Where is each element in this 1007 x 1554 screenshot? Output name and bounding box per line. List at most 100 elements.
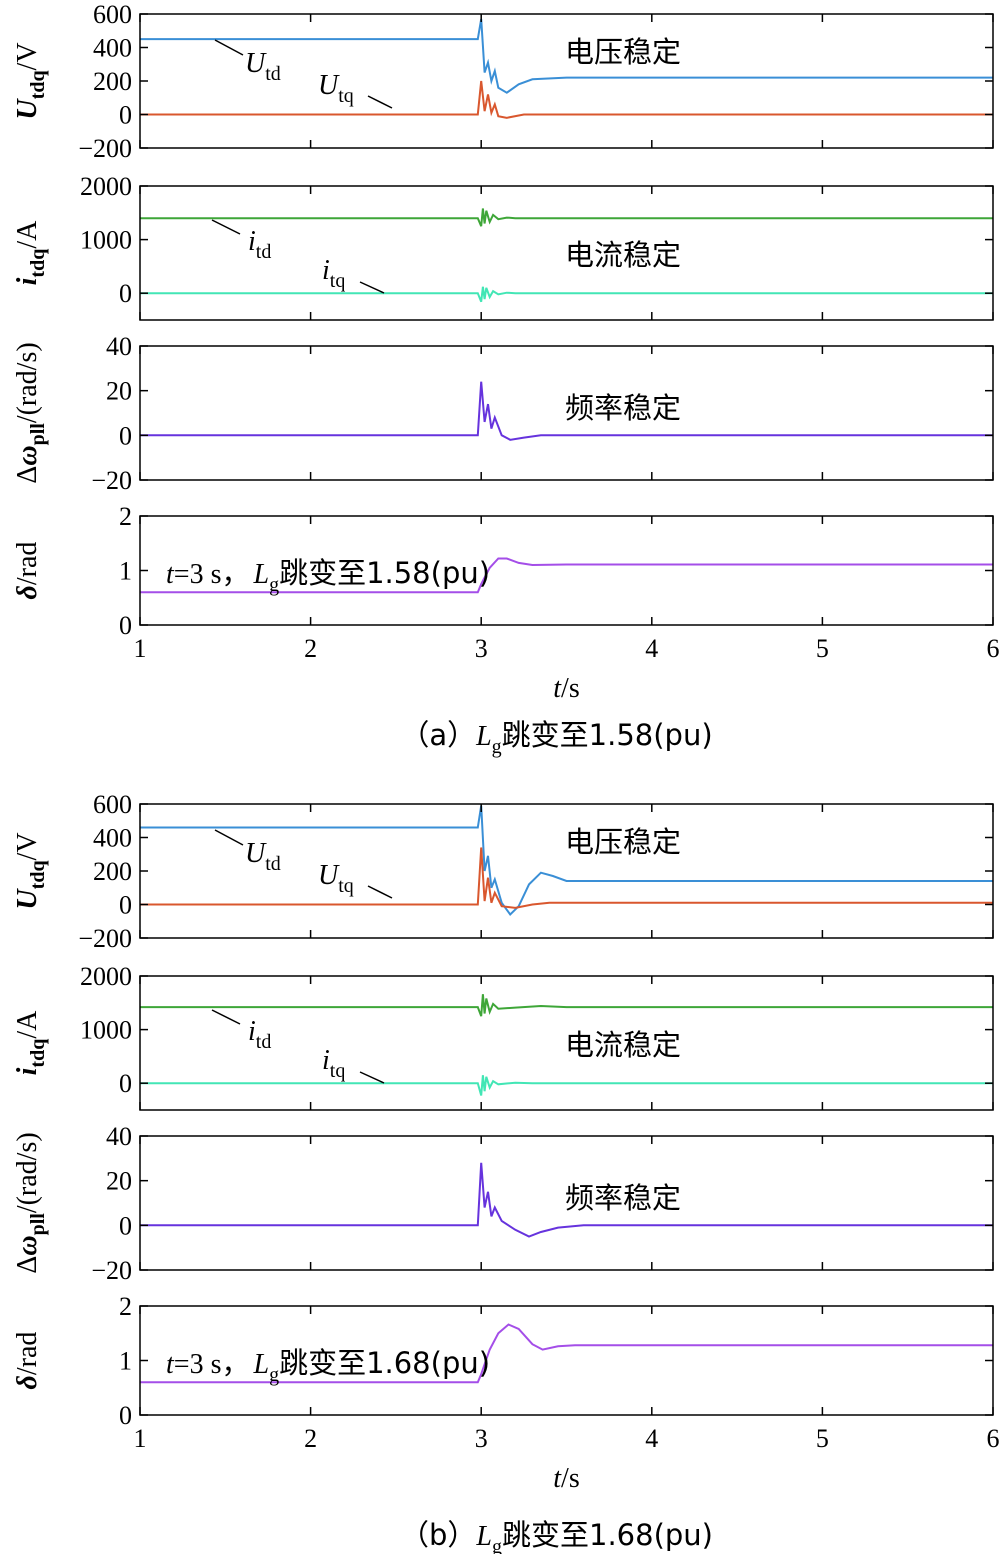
caption-L-sub: g: [492, 736, 502, 758]
y-tick-label: 2: [119, 502, 132, 531]
annotation-t: t: [166, 1349, 175, 1380]
caption-prefix: （b）: [400, 1518, 476, 1552]
event-annotation: t=3 s， Lg跳变至1.68(pu): [166, 1346, 490, 1386]
y-label-subscript: tdq: [27, 249, 49, 278]
series-label-variable: i: [322, 255, 330, 286]
series-label-leader: [367, 95, 393, 109]
y-label-unit: /V: [12, 832, 43, 860]
axes-frame: [139, 345, 994, 481]
y-label-unit: /V: [12, 42, 43, 70]
y-tick-label: 600: [93, 0, 132, 29]
y-tick-label: 20: [106, 377, 132, 406]
subplot-angle: 2 1 0 δ/rad t=3 s， Lg跳变至1.58(pu): [12, 502, 994, 640]
series-label-i_tq: itq: [322, 1045, 345, 1082]
y-tick-label: 1000: [80, 226, 132, 255]
y-tick-label: 200: [93, 67, 132, 96]
y-tick-label: −20: [91, 1256, 132, 1285]
series-i_tq: [140, 286, 993, 303]
y-label-unit: /rad: [12, 1332, 43, 1376]
series-dw_pll: [140, 381, 993, 441]
y-label-variable: U: [12, 888, 43, 910]
y-tick-label: 0: [119, 101, 132, 130]
y-label-subscript: tdq: [27, 70, 49, 99]
axes-frame: [139, 975, 994, 1111]
x-axis-label: t/s: [553, 673, 579, 704]
series-label-U_tq: Utq: [318, 70, 354, 107]
axes-frame: [139, 185, 994, 321]
event-annotation: t=3 s， Lg跳变至1.58(pu): [166, 556, 490, 596]
y-tick-label: 0: [119, 421, 132, 450]
series-label-i_td: itd: [248, 226, 271, 263]
series-label-variable: i: [322, 1045, 330, 1076]
y-tick-label: 200: [93, 857, 132, 886]
status-annotation: 电压稳定: [565, 35, 681, 69]
y-tick-label: 600: [93, 790, 132, 819]
caption-L-sub: g: [492, 1536, 502, 1554]
x-tick-label: 4: [645, 1424, 658, 1453]
series-label-U_td: Utd: [245, 838, 281, 875]
y-tick-label: −20: [91, 466, 132, 495]
y-label-unit: /A: [12, 220, 43, 249]
x-tick-label: 1: [134, 1424, 147, 1453]
series-label-subscript: td: [265, 853, 281, 875]
annotation-rest: 跳变至1.58(pu): [279, 556, 490, 590]
x-label-variable: t: [553, 1463, 562, 1494]
series-label-variable: U: [245, 838, 267, 869]
series-label-leader: [359, 1071, 385, 1084]
x-axis-label: t/s: [553, 1463, 579, 1494]
y-axis-label: itdq/A: [12, 1010, 49, 1075]
y-label-unit: /(rad/s): [12, 1132, 43, 1213]
series-label-leader: [214, 829, 244, 846]
y-label-delta: Δ: [12, 1256, 43, 1274]
y-tick-label: 0: [119, 1401, 132, 1430]
y-tick-label: 40: [106, 332, 132, 361]
y-label-delta: Δ: [12, 466, 43, 484]
series-label-subscript: td: [256, 1031, 272, 1053]
subplot-angle: 2 1 0 δ/rad t=3 s， Lg跳变至1.68(pu): [12, 1292, 994, 1430]
status-annotation: 电流稳定: [565, 238, 681, 272]
y-tick-label: 2: [119, 1292, 132, 1321]
y-tick-label: 0: [119, 611, 132, 640]
y-label-variable: ω: [12, 1235, 43, 1255]
series-i_td: [140, 208, 993, 227]
series-delta: [140, 557, 993, 594]
series-label-variable: U: [245, 48, 267, 79]
x-tick-label: 3: [475, 1424, 488, 1453]
x-tick-label: 3: [475, 634, 488, 663]
x-tick-label: 4: [645, 634, 658, 663]
series-label-leader: [214, 39, 244, 56]
series-label-subscript: td: [256, 241, 272, 263]
subplot-frequency: 40 20 0 −20 Δωpll/(rad/s) 频率稳定: [12, 332, 994, 495]
series-U_tq: [140, 847, 993, 909]
y-tick-label: 0: [119, 891, 132, 920]
axes-frame: [139, 1135, 994, 1271]
y-label-variable: i: [12, 277, 43, 285]
caption-L: L: [475, 721, 492, 752]
y-label-variable: i: [12, 1067, 43, 1075]
series-i_tq: [140, 1075, 993, 1096]
series-i_td: [140, 994, 993, 1017]
y-label-variable: ω: [12, 445, 43, 465]
series-label-leader: [211, 1009, 241, 1025]
y-label-unit: /A: [12, 1010, 43, 1039]
annotation-eq: =3 s，: [174, 1349, 250, 1380]
caption-suffix: 跳变至1.68(pu): [502, 1518, 713, 1552]
series-label-leader: [359, 281, 385, 294]
y-label-unit: /(rad/s): [12, 342, 43, 423]
annotation-t: t: [166, 559, 175, 590]
y-axis-label: Δωpll/(rad/s): [12, 342, 49, 483]
y-tick-label: 40: [106, 1122, 132, 1151]
y-label-subscript: pll: [27, 423, 49, 446]
series-label-i_tq: itq: [322, 255, 345, 292]
status-annotation: 频率稳定: [565, 391, 681, 425]
y-tick-label: 0: [119, 279, 132, 308]
y-tick-label: −200: [78, 924, 132, 953]
y-axis-label: δ/rad: [12, 1332, 43, 1390]
y-label-unit: /rad: [12, 542, 43, 586]
y-tick-label: 20: [106, 1167, 132, 1196]
caption-L: L: [475, 1521, 492, 1552]
annotation-rest: 跳变至1.68(pu): [279, 1346, 490, 1380]
